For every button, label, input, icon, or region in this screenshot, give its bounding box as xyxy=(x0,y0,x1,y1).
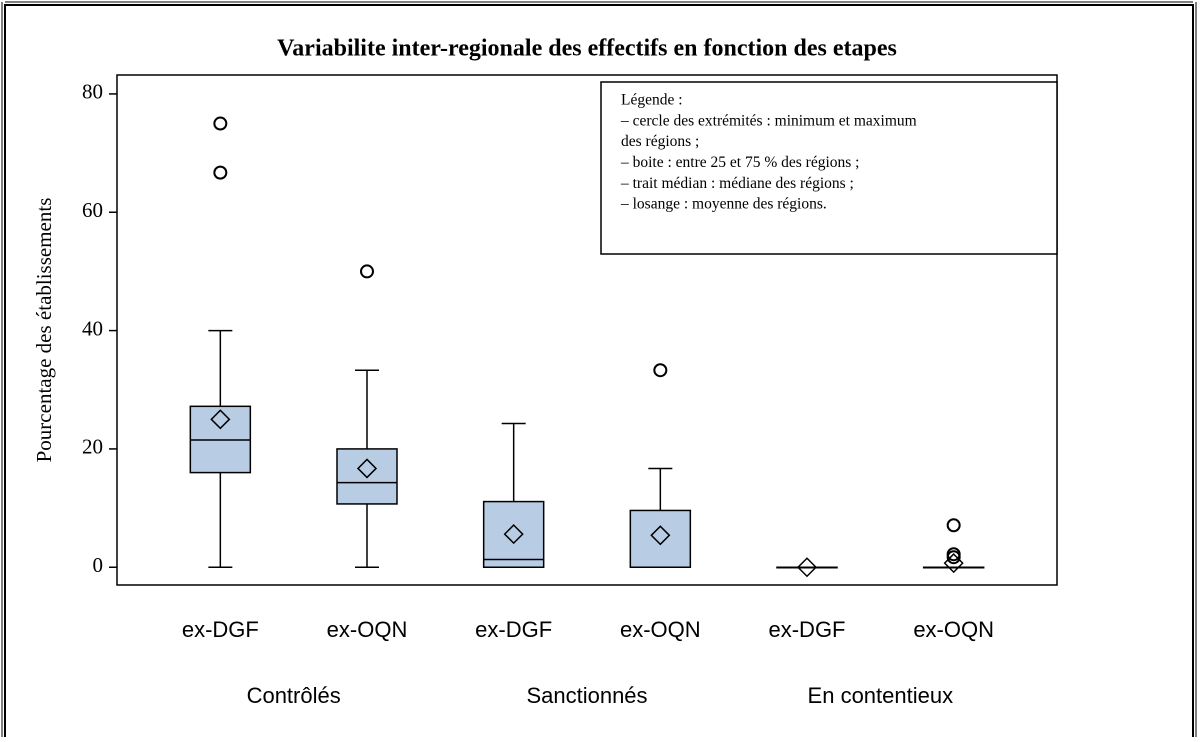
chart-title: Variabilite inter-regionale des effectif… xyxy=(277,36,897,62)
legend-text: – losange : moyenne des régions. xyxy=(620,196,827,213)
y-tick-label: 40 xyxy=(82,316,103,340)
y-tick-label: 20 xyxy=(82,435,103,459)
legend-text: Légende : xyxy=(621,92,683,109)
legend-text: – boite : entre 25 et 75 % des régions ; xyxy=(620,154,859,171)
x-tick-label: ex-OQN xyxy=(620,617,701,642)
x-tick-label: ex-DGF xyxy=(182,617,259,642)
box xyxy=(629,509,692,569)
box xyxy=(482,500,545,569)
mean-marker xyxy=(796,557,818,578)
x-tick-label: ex-DGF xyxy=(769,617,846,642)
x-tick-label: ex-OQN xyxy=(327,617,408,642)
x-tick-label: ex-DGF xyxy=(475,617,552,642)
y-tick-label: 60 xyxy=(82,198,103,222)
legend-text: – cercle des extrémités : minimum et max… xyxy=(620,112,917,129)
legend-text: – trait médian : médiane des régions ; xyxy=(620,175,854,192)
outlier xyxy=(360,264,374,279)
outlier xyxy=(946,550,961,565)
outlier xyxy=(213,116,228,131)
y-tick-label: 0 xyxy=(93,553,104,577)
group-label: Sanctionnés xyxy=(526,683,647,708)
group-label: Contrôlés xyxy=(247,683,341,708)
outlier xyxy=(653,363,668,378)
outlier xyxy=(946,518,961,533)
x-tick-label: ex-OQN xyxy=(913,617,994,642)
mean-marker xyxy=(356,458,378,479)
y-axis-label: Pourcentage des établissements xyxy=(32,198,56,463)
y-tick-label: 80 xyxy=(82,80,103,104)
group-label: En contentieux xyxy=(808,683,954,708)
mean-marker xyxy=(210,409,231,430)
legend-box xyxy=(600,81,1058,255)
legend-text: des régions ; xyxy=(621,133,699,150)
frame xyxy=(4,4,1194,742)
mean-marker xyxy=(503,524,524,545)
outlier xyxy=(213,165,228,180)
mean-marker xyxy=(650,525,671,546)
